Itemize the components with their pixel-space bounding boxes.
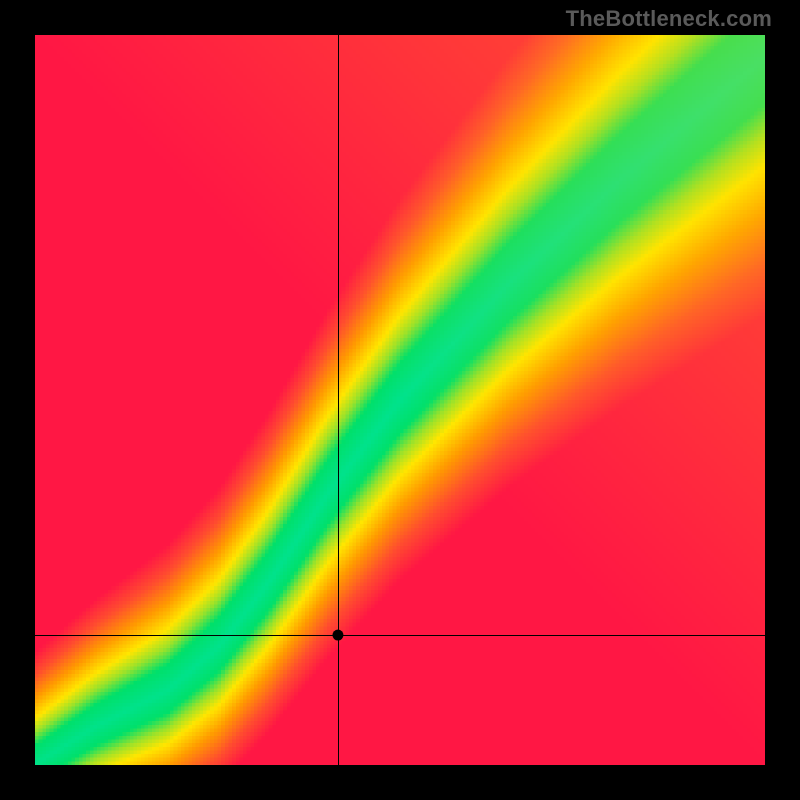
crosshair-overlay [35,35,765,765]
watermark-text: TheBottleneck.com [566,6,772,32]
